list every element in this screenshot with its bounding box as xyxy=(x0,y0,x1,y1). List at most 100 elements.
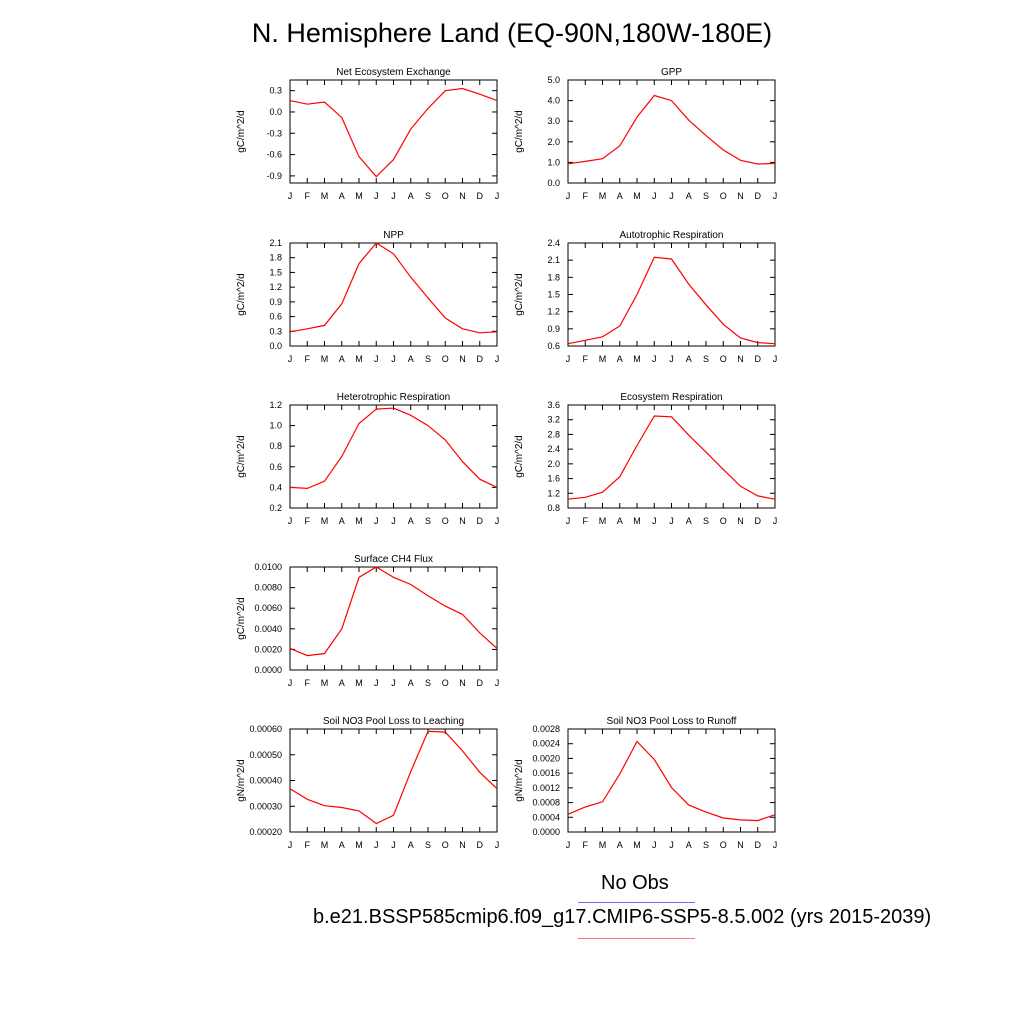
x-tick-label: J xyxy=(669,516,674,526)
y-tick-label: 2.0 xyxy=(547,137,560,147)
x-tick-label: F xyxy=(583,191,589,201)
x-tick-label: M xyxy=(355,354,363,364)
x-tick-label: M xyxy=(633,516,641,526)
series-line xyxy=(289,730,498,825)
x-tick-label: J xyxy=(374,516,379,526)
x-tick-label: J xyxy=(495,354,500,364)
x-tick-label: O xyxy=(442,840,449,850)
x-tick-label: O xyxy=(442,678,449,688)
y-tick-label: 0.0040 xyxy=(254,624,282,634)
y-tick-label: 1.0 xyxy=(269,421,282,431)
plot-frame xyxy=(289,242,498,347)
series-line xyxy=(567,94,776,165)
y-tick-label: 0.9 xyxy=(269,297,282,307)
y-tick-label: 0.0 xyxy=(269,341,282,351)
x-tick-label: D xyxy=(477,516,484,526)
x-tick-label: A xyxy=(339,354,345,364)
x-tick-label: S xyxy=(703,191,709,201)
x-tick-label: J xyxy=(495,840,500,850)
x-tick-label: J xyxy=(391,678,396,688)
x-tick-label: M xyxy=(599,840,607,850)
x-tick-label: D xyxy=(755,354,762,364)
x-tick-label: A xyxy=(686,516,692,526)
plot-frame xyxy=(289,728,498,833)
panel-title: Soil NO3 Pool Loss to Runoff xyxy=(607,716,737,727)
x-tick-label: M xyxy=(321,354,329,364)
panel-title: Surface CH4 Flux xyxy=(354,554,433,565)
y-tick-label: 1.5 xyxy=(269,267,282,277)
x-tick-label: O xyxy=(720,840,727,850)
x-tick-label: S xyxy=(425,840,431,850)
x-tick-label: D xyxy=(477,191,484,201)
x-tick-label: A xyxy=(339,840,345,850)
x-tick-label: J xyxy=(669,191,674,201)
x-tick-label: D xyxy=(477,354,484,364)
x-tick-label: J xyxy=(288,354,293,364)
x-tick-label: N xyxy=(459,191,466,201)
x-tick-label: D xyxy=(755,516,762,526)
y-axis-label: gN/m^2/d xyxy=(236,759,247,802)
x-tick-label: J xyxy=(566,840,571,850)
y-tick-label: 2.0 xyxy=(547,459,560,469)
x-tick-label: F xyxy=(305,516,311,526)
y-tick-label: 1.0 xyxy=(547,157,560,167)
y-tick-label: 0.3 xyxy=(269,326,282,336)
x-tick-label: A xyxy=(408,678,414,688)
x-tick-label: N xyxy=(459,678,466,688)
panel-title: NPP xyxy=(383,230,404,241)
x-tick-label: M xyxy=(633,840,641,850)
x-tick-label: J xyxy=(288,678,293,688)
x-tick-label: A xyxy=(339,678,345,688)
panel-title: Heterotrophic Respiration xyxy=(337,392,450,403)
x-tick-label: J xyxy=(374,354,379,364)
y-tick-label: 1.2 xyxy=(269,282,282,292)
legend-case-line xyxy=(578,938,695,939)
y-axis-label: gC/m^2/d xyxy=(236,110,247,153)
series-line xyxy=(289,242,498,334)
x-tick-label: A xyxy=(339,516,345,526)
x-tick-label: J xyxy=(374,840,379,850)
x-tick-label: J xyxy=(495,678,500,688)
x-tick-label: J xyxy=(669,840,674,850)
panel-title: GPP xyxy=(661,67,682,78)
y-tick-label: 0.0020 xyxy=(254,644,282,654)
x-tick-label: N xyxy=(459,840,466,850)
x-tick-label: S xyxy=(425,191,431,201)
x-tick-label: A xyxy=(686,840,692,850)
x-tick-label: D xyxy=(477,840,484,850)
y-tick-label: 0.00060 xyxy=(249,724,282,734)
page-title: N. Hemisphere Land (EQ-90N,180W-180E) xyxy=(251,18,773,48)
x-tick-label: F xyxy=(305,191,311,201)
x-tick-label: O xyxy=(442,191,449,201)
y-tick-label: 5.0 xyxy=(547,75,560,85)
y-axis-label: gN/m^2/d xyxy=(514,759,525,802)
x-tick-label: J xyxy=(374,191,379,201)
y-tick-label: 0.00040 xyxy=(249,776,282,786)
x-tick-label: O xyxy=(720,516,727,526)
x-tick-label: M xyxy=(321,191,329,201)
y-axis-label: gC/m^2/d xyxy=(236,597,247,640)
x-tick-label: M xyxy=(355,840,363,850)
x-tick-label: A xyxy=(617,516,623,526)
y-tick-label: 2.8 xyxy=(547,429,560,439)
y-tick-label: 0.6 xyxy=(547,341,560,351)
x-tick-label: A xyxy=(617,840,623,850)
x-tick-label: N xyxy=(737,191,744,201)
x-tick-label: J xyxy=(652,354,657,364)
x-tick-label: N xyxy=(459,354,466,364)
y-tick-label: 0.0000 xyxy=(532,827,560,837)
y-tick-label: 2.1 xyxy=(547,255,560,265)
x-tick-label: J xyxy=(495,191,500,201)
x-tick-label: J xyxy=(288,840,293,850)
y-axis-label: gC/m^2/d xyxy=(514,435,525,478)
x-tick-label: J xyxy=(374,678,379,688)
panel-title: Ecosystem Respiration xyxy=(620,392,722,403)
x-tick-label: O xyxy=(720,191,727,201)
chart-panel: Soil NO3 Pool Loss to Leaching gN/m^2/d J F… xyxy=(236,716,499,850)
